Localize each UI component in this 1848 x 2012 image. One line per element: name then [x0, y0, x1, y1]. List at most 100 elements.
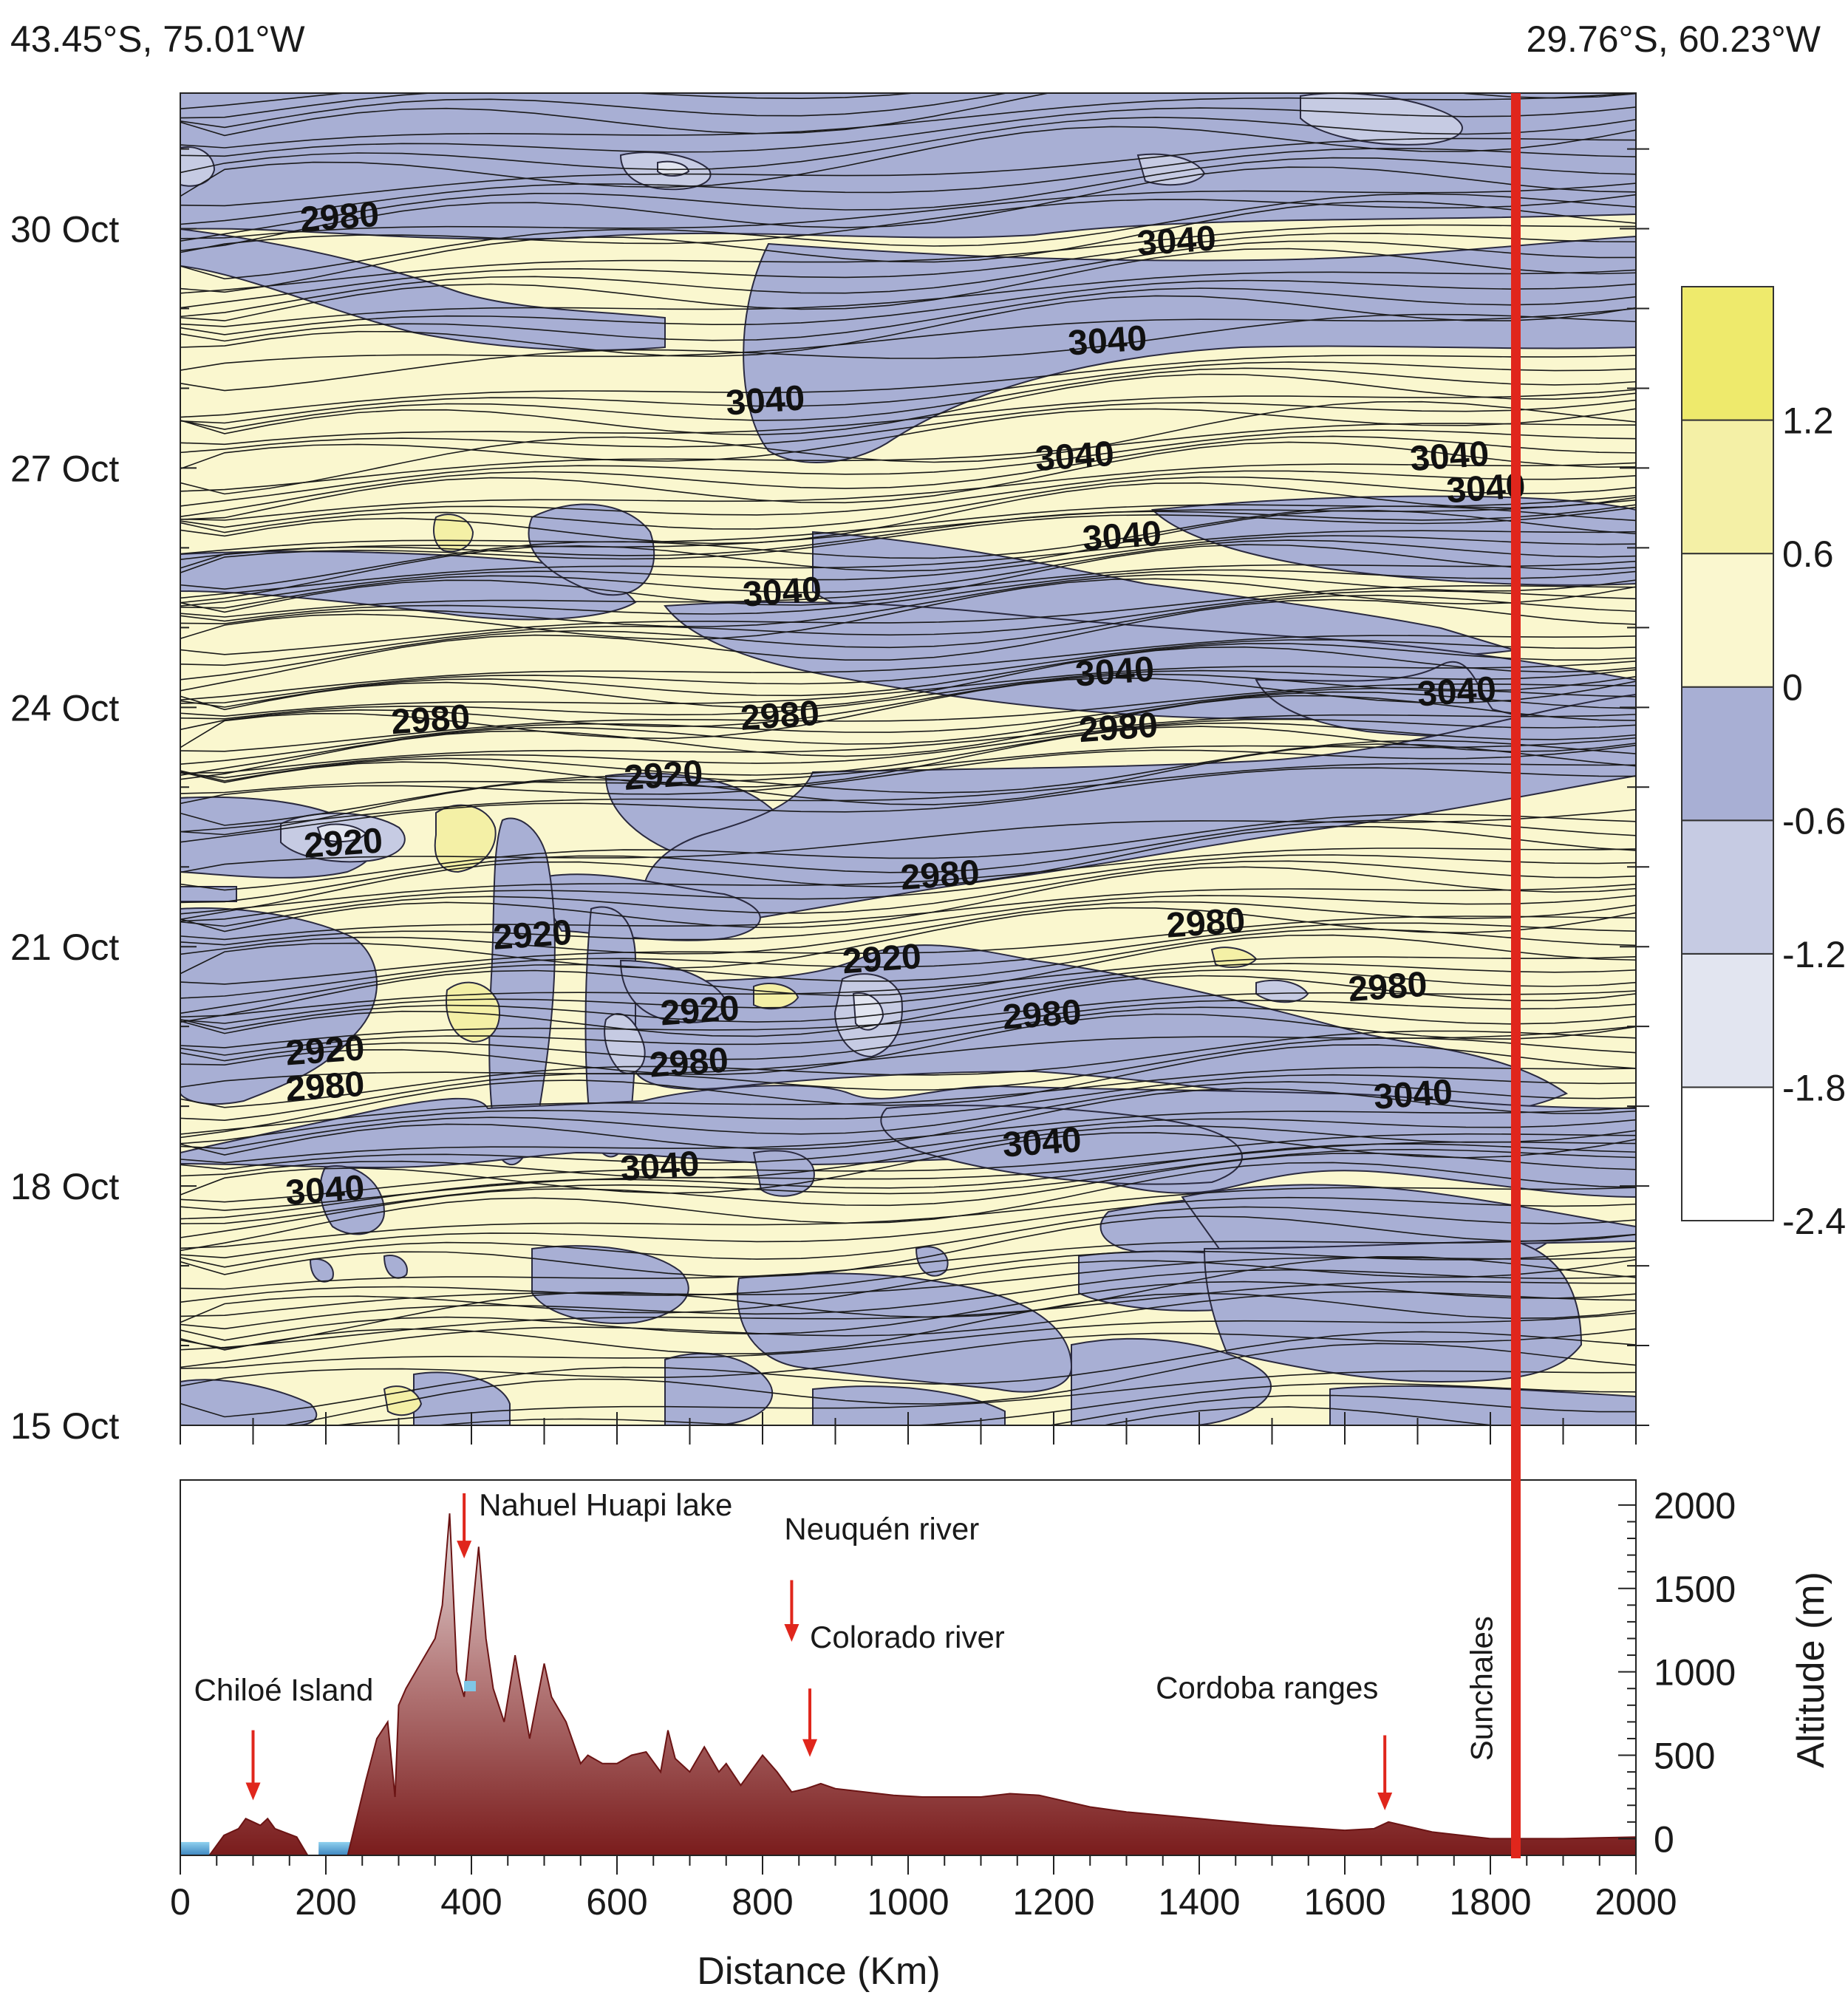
- annotation-arrow-head: [1377, 1793, 1393, 1811]
- altitude-tick-label: 1500: [1654, 1569, 1736, 1610]
- contour-line-4: [180, 93, 1636, 149]
- contour-line-71: [180, 695, 1636, 780]
- contour-line-144: [1046, 1394, 1636, 1425]
- contour-line-8: [180, 137, 1636, 207]
- contour-line-37: [180, 441, 1636, 520]
- contour-line-47: [180, 510, 1636, 604]
- contour-line-121: [180, 1143, 1636, 1220]
- contour-line-61: [180, 639, 1636, 704]
- weakest-negative-cores: [316, 160, 884, 1031]
- lake-patch: [464, 1681, 476, 1691]
- contour-line-116: [180, 1125, 1636, 1179]
- contour-line-112: [180, 1081, 1636, 1150]
- contour-line-104: [180, 1006, 1636, 1062]
- contour-line-140: [180, 1331, 1636, 1418]
- contour-label: 3040: [1409, 434, 1490, 479]
- contour-line-62: [180, 643, 1636, 708]
- contour-label: 3040: [1136, 219, 1217, 263]
- contour-line-33: [180, 400, 1636, 495]
- contour-line-68: [180, 683, 1636, 752]
- water-bodies: [180, 1841, 352, 1855]
- contour-line-50: [180, 539, 1636, 609]
- contour-line-107: [180, 1030, 1636, 1108]
- contour-line-64: [180, 661, 1636, 717]
- contour-line-78: [180, 740, 1636, 826]
- contour-line-110: [180, 1066, 1636, 1135]
- contour-line-70: [180, 691, 1636, 777]
- contour-line-91: [180, 895, 1636, 946]
- contour-line-25: [180, 313, 1636, 392]
- contour-label: 3040: [284, 1168, 366, 1213]
- contour-line-123: [180, 1162, 1636, 1252]
- altitude-tick-label: 2000: [1654, 1485, 1736, 1527]
- annotation-label: Colorado river: [810, 1620, 1005, 1654]
- contour-line-133: [180, 1291, 1636, 1368]
- contour-label: 2920: [284, 1029, 366, 1073]
- contour-line-69: [180, 687, 1636, 765]
- contour-line-65: [180, 669, 1636, 720]
- contour-line-92: [180, 901, 1636, 955]
- contour-line-137: [180, 1292, 1636, 1354]
- date-label: 21 Oct: [10, 927, 119, 968]
- date-label: 24 Oct: [10, 687, 119, 729]
- contour-line-108: [180, 1037, 1636, 1122]
- contour-line-89: [180, 866, 1636, 932]
- contour-label: 2980: [739, 694, 820, 738]
- contour-label: 3040: [1372, 1073, 1453, 1117]
- contour-line-134: [180, 1256, 1636, 1317]
- contour-line-60: [180, 635, 1636, 701]
- contour-line-40: [180, 476, 1636, 533]
- contour-line-12: [180, 183, 1636, 239]
- distance-tick-label: 800: [732, 1881, 793, 1923]
- contour-line-97: [180, 934, 1636, 1023]
- contour-label: 2920: [623, 754, 704, 798]
- contour-line-142: [331, 1370, 1636, 1425]
- contour-line-111: [180, 1074, 1636, 1145]
- terrain-panel-ticks: [180, 1504, 1637, 1875]
- contour-label: 3040: [1074, 649, 1156, 694]
- contour-line-98: [180, 956, 1636, 1018]
- contour-label: 3040: [1416, 669, 1497, 714]
- terrain-profile-panel: 0 200 400 600 800 1000 1200 1400 1600 1800 2000 0 5…: [170, 1479, 1832, 1993]
- annotation-label: Nahuel Huapi lake: [479, 1487, 732, 1522]
- terrain-profile-area: [180, 1513, 1636, 1855]
- altitude-tick-label: 1000: [1654, 1652, 1736, 1694]
- distance-tick-label: 600: [586, 1881, 647, 1923]
- distance-tick-label: 1200: [1012, 1881, 1094, 1923]
- contour-line-76: [180, 737, 1636, 794]
- contour-line-139: [180, 1328, 1636, 1387]
- contour-line-128: [180, 1233, 1636, 1290]
- contour-line-45: [180, 506, 1636, 573]
- contour-line-56: [180, 585, 1636, 655]
- water-segment: [318, 1841, 352, 1855]
- contour-line-101: [180, 975, 1636, 1037]
- contour-line-3: [180, 93, 1636, 137]
- contour-label: 2920: [492, 913, 573, 958]
- contour-line-7: [180, 126, 1636, 197]
- contour-line-115: [180, 1118, 1636, 1170]
- contour-label: 2980: [648, 1040, 729, 1085]
- contour-label: 3040: [1081, 514, 1162, 559]
- contour-line-127: [180, 1215, 1636, 1278]
- contour-line-96: [180, 928, 1636, 1014]
- contour-line-16: [180, 224, 1636, 294]
- contour-line-138: [180, 1312, 1636, 1369]
- contour-line-94: [180, 915, 1636, 985]
- date-axis-labels: 15 Oct 18 Oct 21 Oct 24 Oct 27 Oct 30 Oct: [10, 209, 119, 1447]
- contour-line-5: [180, 106, 1636, 157]
- contour-line-26: [180, 355, 1636, 418]
- contour-line-35: [180, 429, 1636, 507]
- contour-line-103: [180, 999, 1636, 1056]
- anomaly-panel-ticks: [180, 148, 1649, 1445]
- contour-line-85: [180, 825, 1636, 921]
- contour-line-63: [180, 646, 1636, 711]
- distance-tick-label: 1400: [1158, 1881, 1240, 1923]
- contour-line-81: [180, 767, 1636, 843]
- water-segment: [180, 1841, 210, 1855]
- contour-label: 3040: [741, 570, 822, 614]
- contour-line-24: [180, 307, 1636, 371]
- contour-line-129: [180, 1247, 1636, 1303]
- anomaly-contour-panel: 15 Oct 18 Oct 21 Oct 24 Oct 27 Oct 30 Oct 298…: [10, 92, 1649, 1447]
- contour-line-122: [180, 1153, 1636, 1238]
- contour-line-119: [180, 1148, 1636, 1224]
